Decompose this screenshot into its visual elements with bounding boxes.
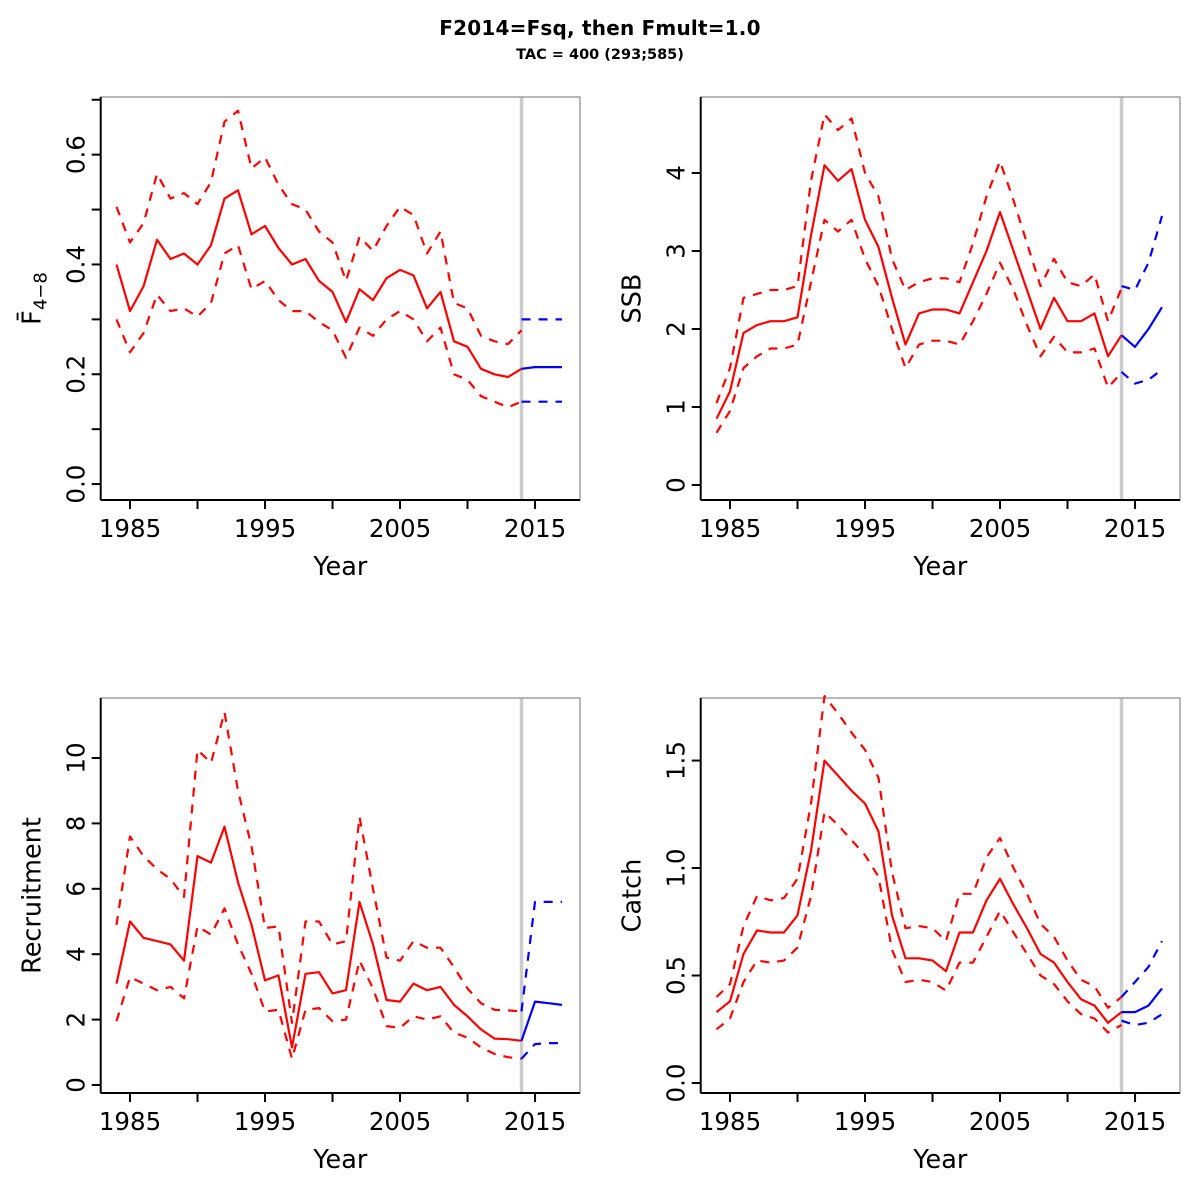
recruitment-panel-box — [99, 697, 581, 1094]
ssb-forecast-upper-ci-line — [1121, 215, 1164, 292]
ssb-historic-upper-ci-line — [715, 113, 1123, 404]
ssb-forecast-median-line — [1120, 306, 1163, 348]
recruitment-forecast-upper-ci-line — [520, 900, 562, 1012]
recruitment-x-tick-label: 2005 — [369, 1107, 431, 1136]
recruitment-y-tick-label: 4 — [62, 946, 91, 962]
catch-forecast-lower-ci-line — [1121, 1013, 1163, 1027]
fbar-y-axis-title: F̄4−8 — [17, 272, 52, 325]
catch-y-tick-label: 0.0 — [662, 1064, 691, 1103]
ssb-y-axis-title: SSB — [618, 274, 648, 324]
ssb-y-tick-label: 4 — [662, 165, 691, 181]
catch-forecast-median-line — [1121, 987, 1163, 1014]
ssb-y-tick-label: 2 — [662, 321, 691, 337]
recruitment-forecast-median-line — [520, 1000, 563, 1042]
catch-x-tick-label: 1985 — [699, 1107, 761, 1136]
fbar-x-tick-label: 1985 — [99, 514, 161, 543]
catch-y-tick-label: 1.0 — [662, 849, 691, 888]
catch-forecast-upper-ci-line — [1120, 940, 1163, 998]
catch-panel-box — [700, 697, 1181, 1094]
fbar-y-tick-label: 0.6 — [62, 135, 91, 174]
fbar-panel-box — [99, 96, 581, 501]
recruitment-y-tick-label: 6 — [62, 881, 91, 897]
catch-x-tick-label: 2005 — [969, 1107, 1031, 1136]
fbar-x-tick-label: 2005 — [369, 514, 431, 543]
ssb-y-tick-label: 1 — [662, 399, 691, 415]
catch-y-tick-label: 0.5 — [662, 956, 691, 995]
recruitment-y-axis-title: Recruitment — [18, 817, 48, 974]
ssb-historic-median-line — [715, 164, 1123, 420]
ssb-historic-lower-ci-line — [715, 218, 1123, 434]
catch-x-tick-label: 2015 — [1104, 1107, 1166, 1136]
recruitment-historic-upper-ci-line — [115, 711, 522, 1025]
fbar-x-axis-title: Year — [312, 552, 368, 582]
ssb-x-tick-label: 2015 — [1104, 514, 1166, 543]
ssb-panel-box — [700, 96, 1181, 501]
figure-title: F2014=Fsq, then Fmult=1.0 — [439, 16, 761, 40]
recruitment-y-tick-label: 2 — [62, 1012, 91, 1028]
ssb-x-tick-label: 1985 — [699, 514, 761, 543]
catch-historic-lower-ci-line — [715, 810, 1123, 1034]
catch-x-tick-label: 1995 — [834, 1107, 896, 1136]
fbar-x-tick-label: 1995 — [234, 514, 296, 543]
fbar-historic-upper-ci-line — [115, 109, 523, 346]
recruitment-y-tick-label: 8 — [62, 816, 91, 832]
catch-y-axis-title: Catch — [618, 859, 648, 933]
panel-catch: 1985 1995 2005 2015 0.0 0.5 1.0 1.5 Year Catch — [618, 694, 1181, 1175]
recruitment-x-tick-label: 2015 — [504, 1107, 566, 1136]
recruitment-x-axis-title: Year — [312, 1145, 368, 1175]
recruitment-historic-lower-ci-line — [115, 907, 522, 1060]
ssb-y-tick-label: 0 — [662, 477, 691, 493]
catch-historic-upper-ci-line — [715, 694, 1123, 1009]
ssb-forecast-lower-ci-line — [1120, 368, 1163, 385]
ssb-x-axis-title: Year — [912, 552, 968, 582]
catch-historic-median-line — [715, 759, 1123, 1024]
fbar-historic-lower-ci-line — [115, 244, 522, 409]
catch-x-axis-title: Year — [912, 1145, 968, 1175]
ssb-x-tick-label: 1995 — [834, 514, 896, 543]
recruitment-historic-median-line — [115, 825, 522, 1049]
recruitment-y-tick-label: 0 — [62, 1077, 91, 1093]
recruitment-x-tick-label: 1985 — [99, 1107, 161, 1136]
fbar-forecast-median-line — [521, 366, 562, 370]
ssb-y-tick-label: 3 — [662, 243, 691, 259]
ssb-x-tick-label: 2005 — [969, 514, 1031, 543]
figure-subtitle: TAC = 400 (293;585) — [516, 47, 684, 63]
recruitment-x-tick-label: 1995 — [234, 1107, 296, 1136]
fbar-historic-median-line — [115, 189, 523, 379]
catch-y-tick-label: 1.5 — [662, 741, 691, 780]
recruitment-y-tick-label: 10 — [62, 742, 91, 773]
panel-recruitment: 1985 1995 2005 2015 0 2 4 6 8 10 Year Recruitment — [18, 697, 581, 1175]
fbar-y-tick-label: 0.4 — [62, 245, 91, 284]
fbar-x-tick-label: 2015 — [504, 514, 566, 543]
panel-ssb: 1985 1995 2005 2015 0 1 2 3 4 Year SSB — [618, 96, 1181, 582]
fbar-y-tick-label: 0.2 — [62, 355, 91, 394]
recruitment-forecast-lower-ci-line — [520, 1041, 562, 1060]
fbar-y-tick-label: 0.0 — [62, 465, 91, 504]
panel-fbar: 1985 1995 2005 2015 0.0 0.2 0.4 0.6 Year F̄4−8 — [17, 96, 581, 582]
